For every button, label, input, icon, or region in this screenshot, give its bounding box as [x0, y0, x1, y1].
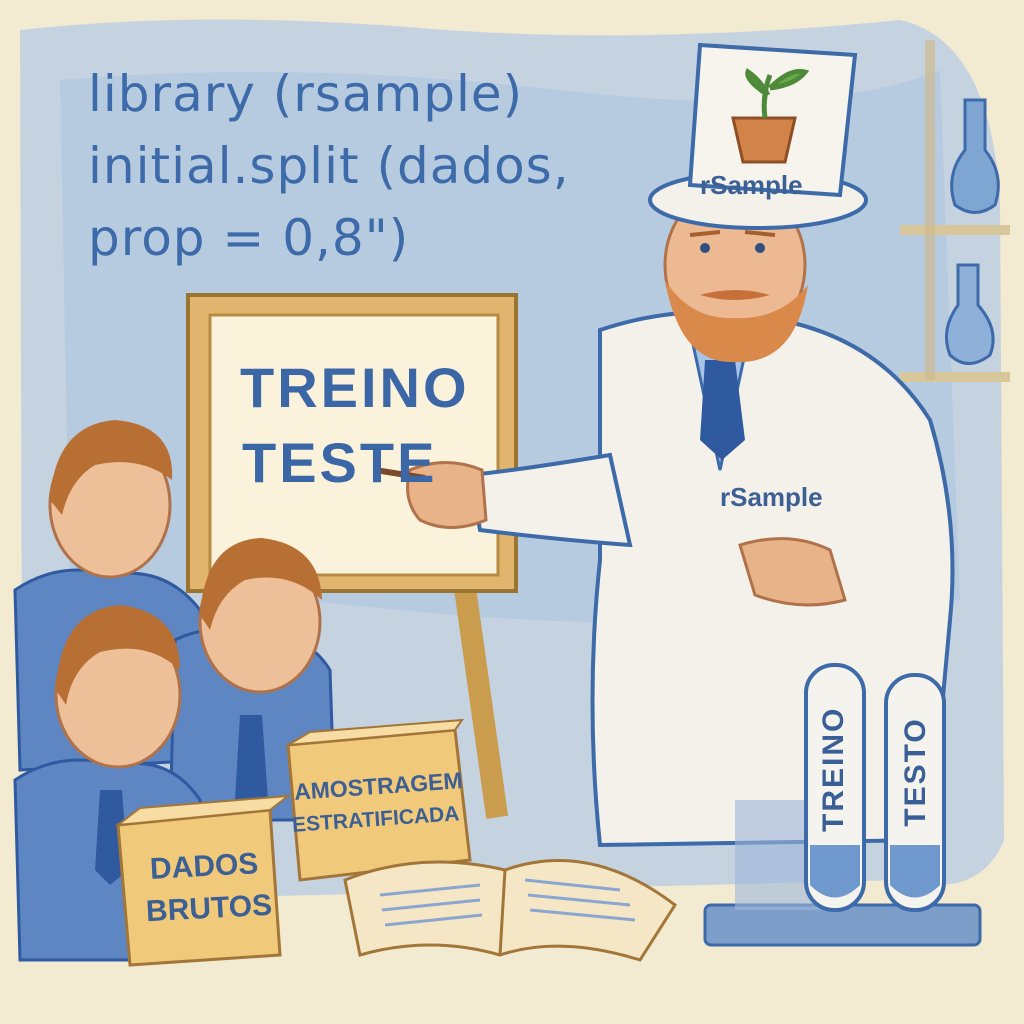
- box-label-dados: DADOS: [149, 847, 259, 887]
- code-line-1: library (rsample): [88, 58, 648, 130]
- open-book: [345, 861, 675, 960]
- board-text-treino: TREINO: [240, 355, 470, 420]
- board-text-teste: TESTE: [242, 430, 437, 495]
- hat-label: rSample: [700, 170, 803, 201]
- tube-label-testo: TESTO: [899, 712, 933, 832]
- code-line-2: initial.split (dados,: [88, 130, 648, 202]
- raw-data-box: [118, 810, 280, 965]
- tube-label-treino: TREINO: [817, 712, 851, 832]
- code-line-3: prop = 0,8"): [88, 202, 648, 274]
- plant-pot-icon: [733, 118, 795, 162]
- coat-label: rSample: [720, 482, 823, 513]
- box-label-brutos: BRUTOS: [145, 889, 273, 930]
- code-snippet: library (rsample) initial.split (dados, …: [88, 58, 648, 274]
